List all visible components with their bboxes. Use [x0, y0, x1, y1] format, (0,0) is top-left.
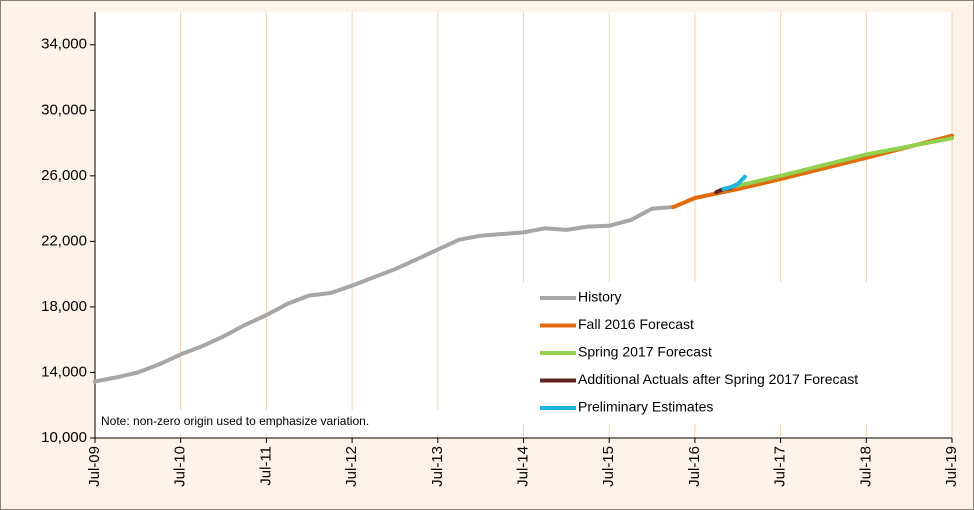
y-tick-label: 30,000: [41, 101, 87, 118]
note-box: [97, 410, 442, 434]
note: Note: non-zero origin used to emphasize …: [101, 414, 369, 428]
legend-label: Preliminary Estimates: [578, 399, 713, 415]
x-tick-label: Jul-10: [172, 446, 189, 487]
series-line: [721, 174, 747, 191]
y-tick-label: 26,000: [41, 167, 87, 184]
legend-label: Spring 2017 Forecast: [578, 344, 712, 360]
x-tick-label: Jul-16: [686, 446, 703, 487]
x-tick-label: Jul-09: [86, 446, 103, 487]
x-tick-label: Jul-18: [857, 446, 874, 487]
x-tick-label: Jul-17: [772, 446, 789, 487]
x-tick-label: Jul-12: [343, 446, 360, 487]
x-tick-label: Jul-15: [600, 446, 617, 487]
legend-label: Additional Actuals after Spring 2017 For…: [578, 371, 858, 387]
series-line: [93, 205, 676, 384]
y-tick-label: 14,000: [41, 363, 87, 380]
y-tick-label: 22,000: [41, 232, 87, 249]
y-tick-label: 18,000: [41, 298, 87, 315]
y-tick-label: 34,000: [41, 36, 87, 53]
x-tick-label: Jul-14: [514, 446, 531, 487]
x-tick-label: Jul-11: [257, 446, 274, 486]
series-line: [735, 136, 954, 188]
x-tick-label: Jul-19: [943, 446, 960, 487]
legend-label: History: [578, 289, 622, 305]
y-tick-label: 10,000: [41, 429, 87, 446]
legend-box: [518, 282, 944, 424]
legend-label: Fall 2016 Forecast: [578, 316, 694, 332]
series-line: [671, 133, 954, 209]
x-tick-label: Jul-13: [429, 446, 446, 487]
